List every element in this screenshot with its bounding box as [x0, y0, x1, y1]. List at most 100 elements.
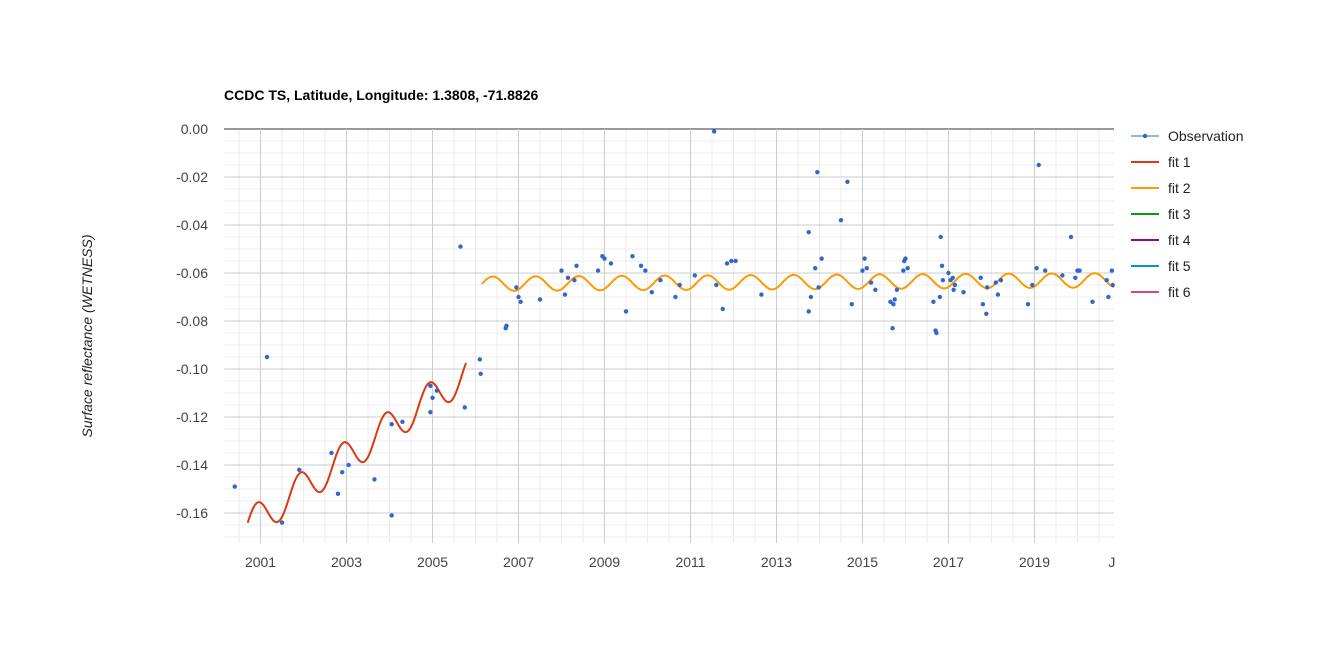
observation-point	[623, 309, 629, 314]
observation-point	[868, 280, 874, 285]
observation-point	[1025, 302, 1031, 307]
observation-point	[638, 263, 644, 268]
observation-point	[1077, 268, 1082, 273]
x-tick-label: 2015	[847, 554, 878, 570]
observation-point	[815, 170, 820, 175]
x-tick-label: 2009	[589, 554, 620, 570]
y-axis: 0.00 -0.02 -0.04 -0.06 -0.08 -0.10 -0.12 -0.14 -…	[176, 121, 208, 521]
x-tick-label: 2013	[761, 554, 792, 570]
observation-point	[888, 299, 893, 304]
observation-point	[434, 388, 440, 393]
observation-point	[574, 263, 579, 268]
observation-point	[428, 383, 433, 388]
observation-point	[980, 302, 986, 307]
observation-point	[946, 270, 951, 276]
observation-point	[279, 520, 285, 525]
observation-point	[1090, 299, 1095, 304]
observation-point	[514, 285, 519, 290]
observation-point	[658, 278, 663, 283]
observation-point	[297, 467, 302, 472]
x-tick-label: 2011	[675, 554, 705, 570]
legend-item: fit 2	[1131, 180, 1191, 196]
observation-point	[389, 422, 394, 427]
x-tick-label: 2005	[417, 554, 448, 570]
observation-point	[984, 285, 990, 290]
observation-point	[939, 263, 945, 268]
observation-point	[905, 266, 910, 271]
observation-point	[940, 278, 946, 283]
legend-item: fit 5	[1131, 258, 1191, 274]
x-tick-label: 2017	[933, 554, 964, 570]
observation-point	[477, 357, 483, 362]
observation-point	[400, 419, 405, 424]
observation-point	[894, 287, 900, 292]
observation-point	[998, 278, 1004, 283]
observation-point	[937, 294, 943, 300]
observation-point	[860, 268, 865, 273]
observation-point	[711, 129, 717, 134]
observation-point	[961, 290, 966, 295]
legend-label: fit 6	[1168, 284, 1191, 300]
observation-point	[862, 256, 867, 261]
observation-point	[890, 326, 895, 331]
observation-point	[428, 410, 433, 415]
legend: Observation fit 1 fit 2 fit 3 fit 4 fit 5 fit …	[1131, 128, 1243, 300]
observation-point	[952, 282, 958, 288]
observation-point	[1043, 268, 1048, 273]
y-tick-label: -0.14	[176, 457, 208, 473]
observation-point	[806, 309, 811, 314]
x-tick-label: 2003	[331, 554, 362, 570]
legend-item: fit 6	[1131, 284, 1191, 300]
observation-point	[1036, 162, 1041, 168]
observation-point	[873, 287, 878, 292]
observation-point	[978, 275, 983, 280]
y-tick-label: -0.02	[176, 169, 208, 185]
observation-point	[608, 261, 614, 266]
x-tick-label: 2019	[1019, 554, 1050, 570]
observation-point	[537, 297, 543, 302]
observation-point	[1073, 275, 1078, 280]
legend-item: Observation	[1131, 128, 1243, 144]
observation-point	[951, 287, 956, 292]
observation-point	[806, 230, 811, 235]
observation-point	[643, 268, 648, 273]
observation-point	[808, 294, 814, 300]
legend-label: fit 4	[1168, 232, 1191, 248]
y-tick-label: -0.08	[176, 313, 208, 329]
observation-point	[729, 258, 734, 264]
observation-point	[934, 330, 939, 336]
observation-point	[714, 282, 719, 288]
observation-point	[340, 470, 345, 475]
observation-point	[504, 323, 509, 328]
observation-point	[602, 256, 607, 261]
observation-point	[849, 302, 854, 307]
legend-label: fit 1	[1168, 154, 1191, 170]
y-tick-label: -0.06	[176, 265, 208, 281]
observation-point	[430, 395, 435, 400]
observation-point	[630, 254, 635, 259]
observation-point	[462, 405, 467, 410]
observation-point	[478, 371, 483, 376]
observation-points	[232, 129, 1115, 525]
observation-point	[692, 273, 697, 278]
observation-point	[1034, 266, 1039, 271]
observation-point	[595, 268, 601, 273]
x-axis: 2001 2003 2005 2007 2009 2011 2013 2015 2017 2019…	[245, 554, 1115, 570]
fit-1-line	[246, 362, 467, 524]
observation-point	[903, 256, 908, 261]
gridlines	[224, 128, 1114, 543]
observation-point	[335, 491, 341, 496]
observation-point	[838, 218, 844, 223]
y-tick-label: -0.16	[176, 505, 208, 521]
x-tick-label: 2001	[245, 554, 276, 570]
observation-point	[845, 179, 850, 184]
observation-point	[892, 297, 897, 302]
observation-point	[759, 292, 764, 297]
observation-point	[1030, 282, 1035, 288]
legend-label: fit 3	[1168, 206, 1191, 222]
observation-point	[1106, 294, 1111, 300]
legend-marker	[1142, 133, 1148, 139]
x-tick-label: 2007	[503, 554, 534, 570]
observation-point	[346, 462, 351, 468]
observation-point	[1060, 273, 1065, 278]
